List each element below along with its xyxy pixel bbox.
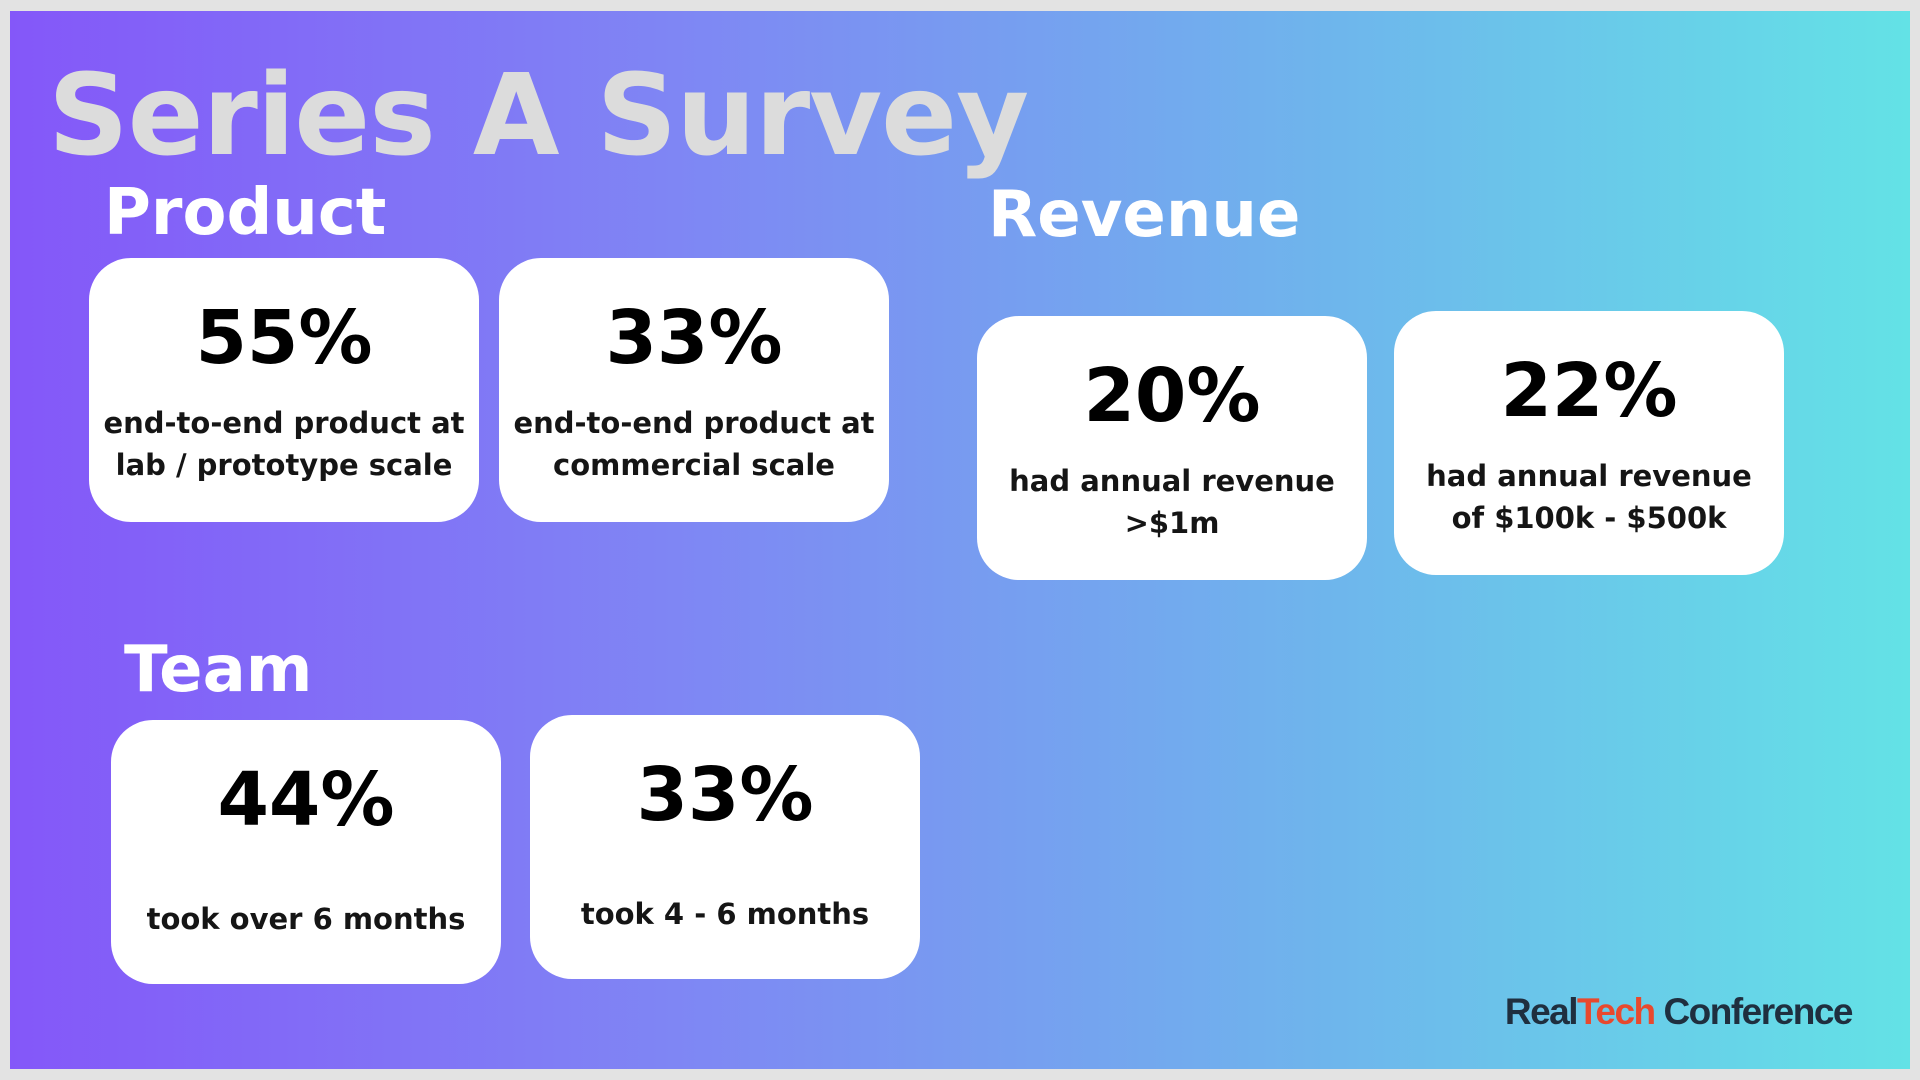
logo-part-tech: Tech <box>1577 991 1656 1032</box>
stat-description-line: >$1m <box>1124 506 1220 540</box>
stat-description: end-to-end product at lab / prototype sc… <box>103 402 465 486</box>
stat-description-line: had annual revenue <box>1426 459 1752 493</box>
team-stat-card-2: 33% took 4 - 6 months <box>530 715 920 979</box>
stat-description-line: took over 6 months <box>146 902 466 936</box>
stat-description-line: of $100k - $500k <box>1451 501 1727 535</box>
stat-description-line: took 4 - 6 months <box>580 897 870 931</box>
realtech-conference-logo: RealTech Conference <box>1504 991 1854 1033</box>
stat-value: 55% <box>195 295 373 381</box>
logo-part-real: Real <box>1504 991 1579 1032</box>
stat-value: 33% <box>605 295 783 381</box>
revenue-stat-card-2: 22% had annual revenue of $100k - $500k <box>1394 311 1784 575</box>
logo-part-conference: Conference <box>1663 991 1853 1032</box>
stat-value: 22% <box>1500 348 1678 434</box>
stat-description-line: lab / prototype scale <box>115 448 453 482</box>
slide-title: Series A Survey <box>48 51 1029 181</box>
stat-value: 44% <box>217 757 395 843</box>
stat-value: 20% <box>1083 353 1261 439</box>
product-stat-card-2: 33% end-to-end product at commercial sca… <box>499 258 889 522</box>
stat-description: had annual revenue >$1m <box>991 460 1353 544</box>
product-stat-card-1: 55% end-to-end product at lab / prototyp… <box>89 258 479 522</box>
stat-value: 33% <box>636 752 814 838</box>
stat-description-line: end-to-end product at <box>513 406 875 440</box>
stat-description-line: end-to-end product at <box>103 406 465 440</box>
stat-description: end-to-end product at commercial scale <box>513 402 875 486</box>
stat-description: had annual revenue of $100k - $500k <box>1408 455 1770 539</box>
team-stat-card-1: 44% took over 6 months <box>111 720 501 984</box>
team-heading: Team <box>124 633 313 707</box>
revenue-heading: Revenue <box>988 178 1301 252</box>
product-heading: Product <box>104 176 387 250</box>
revenue-stat-card-1: 20% had annual revenue >$1m <box>977 316 1367 580</box>
stat-description: took 4 - 6 months <box>544 893 906 935</box>
survey-slide: Series A Survey Product 55% end-to-end p… <box>10 11 1910 1069</box>
stat-description: took over 6 months <box>125 898 487 940</box>
stat-description-line: had annual revenue <box>1009 464 1335 498</box>
stat-description-line: commercial scale <box>553 448 835 482</box>
